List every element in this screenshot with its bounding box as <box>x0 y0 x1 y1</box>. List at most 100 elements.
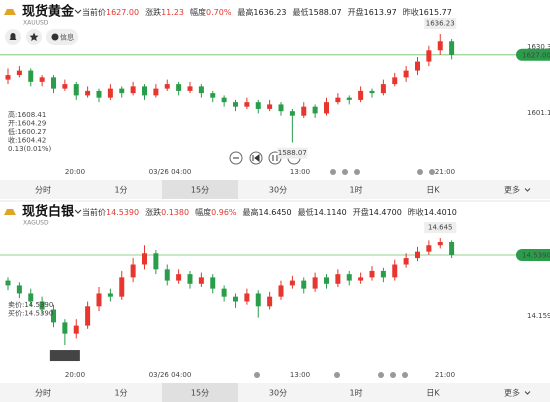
candle-body <box>130 264 136 278</box>
candle-body <box>403 258 409 265</box>
price-axis-label: 14.1594 <box>527 312 550 320</box>
stat-value: 11.23 <box>161 8 184 17</box>
candle-body <box>164 84 170 89</box>
title: 现货黄金 <box>22 4 75 20</box>
tab[interactable]: 分时 <box>35 185 51 195</box>
ohlc-info: 低:1600.27 <box>8 127 46 136</box>
tab[interactable]: 30分 <box>269 389 287 398</box>
candle-body <box>369 90 375 94</box>
candle-body <box>62 84 68 89</box>
last-price-label: 1627.00 <box>522 51 550 59</box>
tab[interactable]: 1时 <box>349 185 362 195</box>
candle-body <box>210 277 216 289</box>
candle-body <box>244 102 250 107</box>
candle-body <box>96 90 102 98</box>
candle-body <box>449 41 455 55</box>
tab[interactable]: 更多 <box>504 388 520 398</box>
ohlc-info: 买价:14.5390 <box>8 310 53 318</box>
candle-body <box>255 102 261 109</box>
dot <box>429 169 435 175</box>
tab[interactable]: 1分 <box>114 389 127 398</box>
time-label: 13:00 <box>290 168 310 176</box>
candle-body <box>142 253 147 265</box>
stat-value: 1636.23 <box>253 8 286 17</box>
time-label: 03/26 04:00 <box>149 168 192 176</box>
info-button[interactable] <box>46 29 78 45</box>
candle-body <box>335 97 341 103</box>
pause-icon <box>272 155 278 161</box>
stat-label: 昨收 <box>408 207 424 217</box>
event-dots <box>254 169 435 378</box>
stat-label: 昨收 <box>403 7 419 17</box>
candle-body <box>16 285 22 294</box>
candle-body <box>28 293 34 302</box>
tab[interactable]: 15分 <box>191 389 209 398</box>
candle-body <box>96 293 102 307</box>
dot <box>342 169 348 175</box>
high-marker-box <box>424 221 457 233</box>
candle-body <box>119 88 125 94</box>
stat-label: 最低 <box>298 207 314 217</box>
candle-body <box>358 90 364 100</box>
stat-label: 幅度 <box>190 7 206 17</box>
ohlc-info: 收:1604.42 <box>8 136 46 145</box>
tab[interactable]: 1时 <box>349 388 362 398</box>
candle-body <box>415 61 420 71</box>
candle-body <box>437 242 443 246</box>
stat-label: 最高 <box>243 207 259 217</box>
candle-body <box>85 90 91 96</box>
code: XAUUSD <box>23 20 49 27</box>
title: 现货白银 <box>22 204 75 220</box>
tab[interactable]: 更多 <box>504 185 520 195</box>
candle-body <box>51 309 56 323</box>
candle-body <box>153 88 159 96</box>
candle-body <box>289 280 295 286</box>
stat-label: 开盘 <box>348 7 364 17</box>
tab[interactable]: 日K <box>426 186 440 195</box>
stats: 当前价1627.00 涨跌11.23 幅度0.70% 最高1636.23 最低1588.… <box>82 7 452 17</box>
candle-body <box>107 293 113 297</box>
tab-bar <box>0 180 550 199</box>
candle-body <box>210 93 216 98</box>
tab-bar <box>0 383 550 402</box>
candle-body <box>346 97 352 100</box>
tab[interactable]: 日K <box>426 389 440 398</box>
dot <box>354 169 360 175</box>
stat-value: 1615.77 <box>419 8 452 17</box>
candle-body <box>255 293 261 307</box>
stat-value: 0.70% <box>206 8 232 17</box>
candle-body <box>119 277 125 297</box>
dot <box>254 372 260 378</box>
stat-value: 0.96% <box>211 208 237 217</box>
stat-value: 1588.07 <box>309 8 342 17</box>
tab[interactable]: 15分 <box>191 186 209 195</box>
candle-body <box>426 245 432 252</box>
candle-body <box>289 111 295 116</box>
candle-body <box>278 285 284 297</box>
low-marker-box <box>277 147 308 159</box>
ohlc-info: 0.13(0.01%) <box>8 145 52 153</box>
candle-body <box>198 86 204 94</box>
candle-body <box>221 97 227 103</box>
candle-body <box>278 104 284 112</box>
candle-body <box>415 251 420 259</box>
tab[interactable]: 1分 <box>114 186 127 195</box>
candle-body <box>187 86 193 91</box>
time-label: 20:00 <box>65 371 85 379</box>
more-arrow <box>524 391 531 395</box>
candle-body <box>62 322 68 334</box>
dropdown-arrow <box>74 209 82 214</box>
candle-body <box>358 277 364 281</box>
candle-body <box>164 269 170 281</box>
time-label: 21:00 <box>435 371 455 379</box>
stat-label: 最高 <box>237 7 253 17</box>
stat-label: 涨跌 <box>145 207 161 217</box>
candle-body <box>403 70 409 78</box>
dot <box>378 372 384 378</box>
candle-body <box>85 306 91 326</box>
tab[interactable]: 30分 <box>269 186 287 195</box>
candle-body <box>449 242 455 256</box>
last-price-tag <box>516 48 550 61</box>
tab[interactable]: 分时 <box>35 388 51 398</box>
